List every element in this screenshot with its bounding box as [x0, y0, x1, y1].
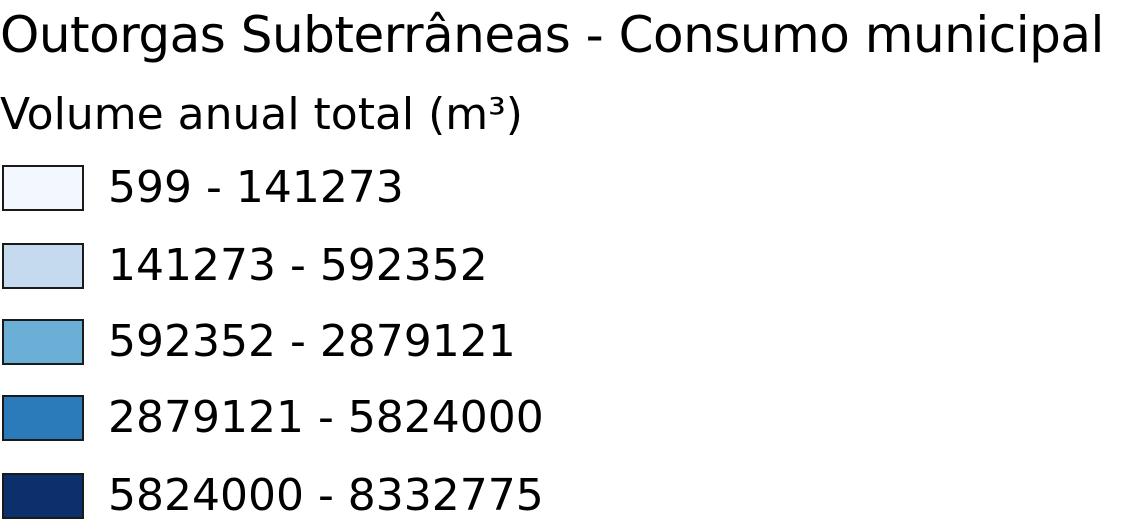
legend-item: 2879121 - 5824000	[0, 390, 1136, 446]
legend-swatch	[2, 243, 84, 289]
legend-swatch	[2, 165, 84, 211]
legend-subtitle: Volume anual total (m³)	[0, 89, 523, 140]
legend-title: Outorgas Subterrâneas - Consumo municipa…	[0, 6, 1104, 64]
legend-item: 5824000 - 8332775	[0, 468, 1136, 524]
legend-item: 141273 - 592352	[0, 238, 1136, 294]
legend-item: 592352 - 2879121	[0, 314, 1136, 370]
legend-item-label: 2879121 - 5824000	[108, 392, 544, 443]
legend-swatch	[2, 473, 84, 519]
legend-item-label: 5824000 - 8332775	[108, 470, 544, 521]
legend-item-label: 599 - 141273	[108, 162, 404, 213]
legend-item-label: 141273 - 592352	[108, 240, 488, 291]
legend-swatch	[2, 395, 84, 441]
legend-item: 599 - 141273	[0, 160, 1136, 216]
legend-item-label: 592352 - 2879121	[108, 316, 516, 367]
legend-swatch	[2, 319, 84, 365]
